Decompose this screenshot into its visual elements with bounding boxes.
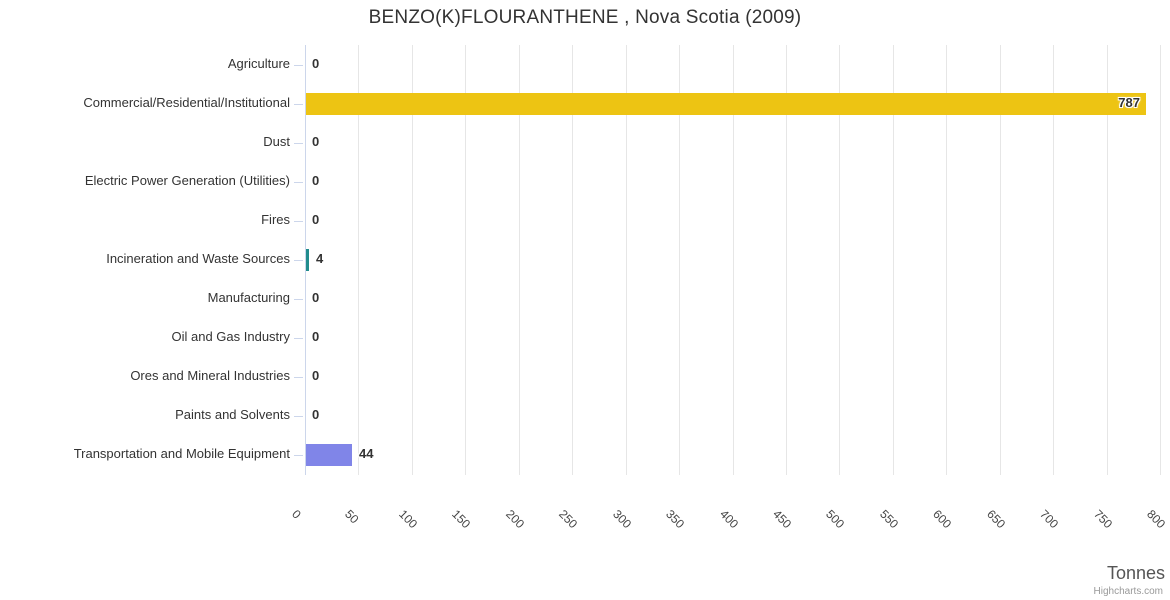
data-label: 0 [312, 290, 320, 305]
category-label: Electric Power Generation (Utilities) [84, 173, 290, 188]
category-label: Dust [263, 134, 290, 149]
gridline [626, 45, 627, 475]
category-tick [294, 455, 303, 456]
gridline [1160, 45, 1161, 475]
bar[interactable] [306, 93, 1146, 115]
category-tick [294, 299, 303, 300]
value-axis-tick-label: 50 [342, 507, 362, 527]
value-axis-tick-label: 800 [1144, 507, 1169, 532]
category-label: Fires [261, 212, 290, 227]
gridline [786, 45, 787, 475]
gridline [946, 45, 947, 475]
gridline [1053, 45, 1054, 475]
gridline [412, 45, 413, 475]
category-axis-line [305, 45, 306, 475]
category-label: Agriculture [227, 56, 290, 71]
gridline [1000, 45, 1001, 475]
category-label: Incineration and Waste Sources [106, 251, 290, 266]
category-label: Transportation and Mobile Equipment [73, 446, 290, 461]
value-axis-tick-label: 750 [1091, 507, 1116, 532]
gridline [465, 45, 466, 475]
category-tick [294, 143, 303, 144]
value-axis-tick-label: 500 [823, 507, 848, 532]
value-axis-tick-label: 400 [717, 507, 742, 532]
value-axis-tick-label: 150 [449, 507, 474, 532]
gridline [1107, 45, 1108, 475]
bar[interactable] [306, 444, 352, 466]
category-tick [294, 377, 303, 378]
gridline [839, 45, 840, 475]
highcharts-credit[interactable]: Highcharts.com [1093, 586, 1163, 597]
value-axis-tick-label: 200 [503, 507, 528, 532]
data-label: 0 [312, 368, 320, 383]
category-label: Oil and Gas Industry [171, 329, 291, 344]
category-tick [294, 221, 303, 222]
gridline [679, 45, 680, 475]
data-label: 0 [312, 134, 320, 149]
data-label: 787 [1118, 95, 1140, 110]
gridline [572, 45, 573, 475]
bar[interactable] [306, 249, 309, 271]
category-tick [294, 104, 303, 105]
category-tick [294, 416, 303, 417]
value-axis-tick-label: 650 [984, 507, 1009, 532]
data-label: 0 [312, 407, 320, 422]
data-label: 0 [312, 173, 320, 188]
value-axis-tick-label: 450 [770, 507, 795, 532]
value-axis-tick-label: 550 [877, 507, 902, 532]
data-label: 0 [312, 329, 320, 344]
gridline [519, 45, 520, 475]
value-axis-tick-label: 300 [610, 507, 635, 532]
data-label: 0 [312, 212, 320, 227]
data-label: 44 [359, 446, 374, 461]
value-axis-tick-label: 100 [396, 507, 421, 532]
value-axis-tick-label: 700 [1037, 507, 1062, 532]
value-axis-tick-label: 350 [663, 507, 688, 532]
category-tick [294, 260, 303, 261]
category-label: Ores and Mineral Industries [130, 368, 290, 383]
value-axis-tick-label: 250 [556, 507, 581, 532]
chart-title: BENZO(K)FLOURANTHENE , Nova Scotia (2009… [368, 7, 802, 28]
category-tick [294, 338, 303, 339]
category-tick [294, 182, 303, 183]
gridline [893, 45, 894, 475]
category-label: Paints and Solvents [175, 407, 290, 422]
data-label: 4 [316, 251, 324, 266]
category-label: Manufacturing [207, 290, 290, 305]
gridline [733, 45, 734, 475]
category-label: Commercial/Residential/Institutional [83, 95, 290, 110]
plot-area [305, 45, 1161, 475]
value-axis-tick-label: 600 [930, 507, 955, 532]
category-tick [294, 65, 303, 66]
data-label: 0 [312, 56, 320, 71]
value-axis-tick-label: 0 [289, 507, 304, 522]
gridline [358, 45, 359, 475]
value-axis-title: Tonnes [1106, 563, 1165, 583]
